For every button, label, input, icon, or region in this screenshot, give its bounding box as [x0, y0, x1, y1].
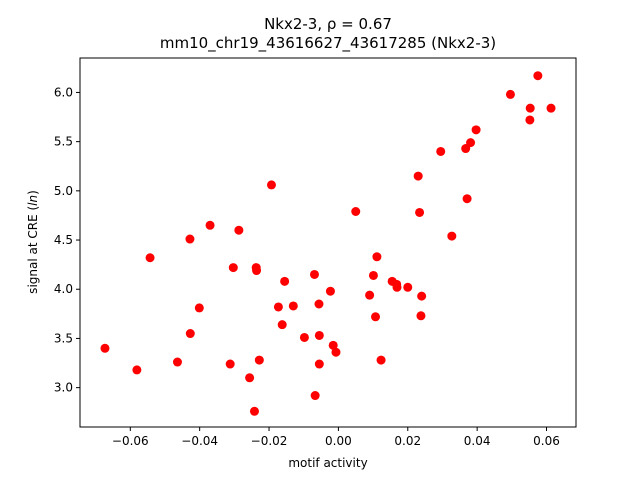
data-point: [525, 103, 535, 113]
data-point: [525, 115, 535, 125]
data-point: [403, 282, 413, 292]
data-point: [368, 270, 378, 280]
data-point: [145, 253, 155, 263]
x-tick-label: 0.02: [394, 434, 421, 448]
data-point: [252, 266, 262, 276]
data-point: [249, 406, 259, 416]
y-tick-label: 6.0: [54, 85, 73, 99]
y-tick-label: 3.0: [54, 381, 73, 395]
data-point: [288, 301, 298, 311]
y-tick-label: 3.5: [54, 331, 73, 345]
data-point: [310, 391, 320, 401]
y-tick-label: 5.5: [54, 135, 73, 149]
data-point: [194, 303, 204, 313]
data-point: [365, 290, 375, 300]
x-tick-label: −0.04: [181, 434, 218, 448]
data-point: [266, 180, 276, 190]
data-point: [100, 343, 110, 353]
chart-title-line-2: mm10_chr19_43616627_43617285 (Nkx2-3): [160, 34, 496, 53]
data-point: [533, 71, 543, 81]
data-point: [277, 320, 287, 330]
x-tick-label: 0.06: [533, 434, 560, 448]
data-point: [273, 302, 283, 312]
y-axis-ticks: 3.0 3.5 4.0 4.5 5.0 5.5 6.0: [54, 85, 80, 395]
data-point: [314, 359, 324, 369]
data-point: [436, 146, 446, 156]
data-point: [471, 125, 481, 135]
data-point: [185, 234, 195, 244]
plot-area-frame: [79, 57, 577, 428]
y-tick-label: 4.5: [54, 233, 73, 247]
data-point: [234, 225, 244, 235]
data-point: [228, 263, 238, 273]
y-tick-label: 5.0: [54, 184, 73, 198]
x-tick-label: −0.06: [112, 434, 149, 448]
x-tick-label: −0.02: [251, 434, 288, 448]
y-axis-label: signal at CRE (ln): [26, 190, 40, 294]
data-point: [371, 312, 381, 322]
data-point: [413, 171, 423, 181]
data-point: [466, 138, 476, 148]
data-points: [100, 71, 556, 416]
data-point: [314, 299, 324, 309]
data-point: [376, 355, 386, 365]
data-point: [392, 282, 402, 292]
data-point: [280, 276, 290, 286]
data-point: [546, 103, 556, 113]
chart-title-line-1: Nkx2-3, ρ = 0.67: [264, 15, 392, 33]
data-point: [325, 286, 335, 296]
data-point: [417, 291, 427, 301]
data-point: [462, 194, 472, 204]
data-point: [245, 373, 255, 383]
x-axis-label: motif activity: [288, 456, 367, 470]
data-point: [314, 330, 324, 340]
data-point: [505, 89, 515, 99]
data-point: [299, 332, 309, 342]
data-point: [372, 252, 382, 262]
data-point: [185, 329, 195, 339]
data-point: [351, 207, 361, 217]
y-tick-label: 4.0: [54, 282, 73, 296]
data-point: [254, 355, 264, 365]
data-point: [225, 359, 235, 369]
data-point: [447, 231, 457, 241]
data-point: [331, 347, 341, 357]
data-point: [172, 357, 182, 367]
data-point: [132, 365, 142, 375]
x-tick-label: 0.00: [325, 434, 352, 448]
data-point: [416, 311, 426, 321]
x-tick-label: 0.04: [464, 434, 491, 448]
x-axis-ticks: −0.06 −0.04 −0.02 0.00 0.02 0.04 0.06: [112, 427, 560, 448]
data-point: [415, 207, 425, 217]
data-point: [205, 220, 215, 230]
data-point: [328, 340, 338, 350]
data-point: [309, 269, 319, 279]
